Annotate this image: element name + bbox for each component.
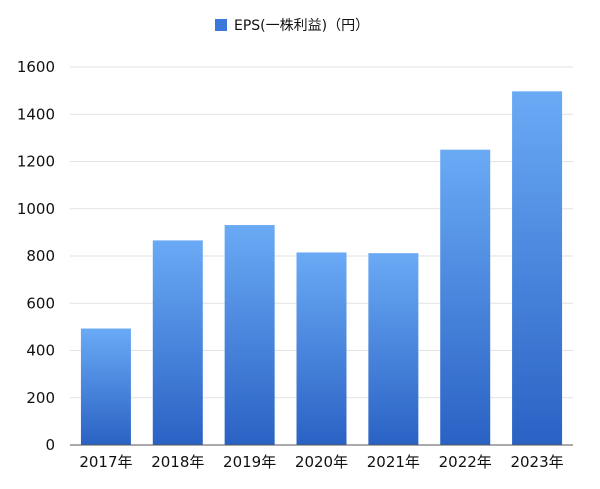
bar-2021年 bbox=[368, 253, 419, 445]
bar-2019年 bbox=[224, 225, 275, 445]
bar-2020年 bbox=[296, 252, 347, 445]
y-tick-label: 1600 bbox=[17, 58, 55, 76]
x-tick-label: 2021年 bbox=[367, 453, 420, 471]
x-axis-labels: 2017年 2018年 2019年 2020年 2021年 2022年 2023年 bbox=[79, 453, 563, 471]
x-tick-label: 2020年 bbox=[295, 453, 348, 471]
x-tick-label: 2023年 bbox=[510, 453, 563, 471]
x-tick-label: 2019年 bbox=[223, 453, 276, 471]
bar-2018年 bbox=[152, 240, 203, 445]
y-tick-label: 1000 bbox=[17, 200, 55, 218]
legend-swatch bbox=[215, 19, 227, 31]
bars bbox=[80, 91, 563, 446]
legend-label: EPS(一株利益)（円） bbox=[234, 18, 369, 34]
x-tick-label: 2022年 bbox=[439, 453, 492, 471]
y-tick-label: 200 bbox=[26, 389, 55, 407]
y-tick-label: 0 bbox=[45, 436, 55, 454]
y-tick-label: 1400 bbox=[17, 105, 55, 123]
y-tick-label: 1200 bbox=[17, 153, 55, 171]
bar-2017年 bbox=[80, 328, 131, 445]
bar-2022年 bbox=[440, 149, 491, 445]
bar-2023年 bbox=[512, 91, 563, 446]
y-axis-ticks: 0 200 400 600 800 1000 1200 1400 1600 bbox=[17, 58, 55, 454]
y-tick-label: 800 bbox=[26, 247, 55, 265]
y-tick-label: 400 bbox=[26, 342, 55, 360]
x-tick-label: 2017年 bbox=[79, 453, 132, 471]
y-tick-label: 600 bbox=[26, 294, 55, 312]
x-tick-label: 2018年 bbox=[151, 453, 204, 471]
legend: EPS(一株利益)（円） bbox=[215, 18, 369, 34]
